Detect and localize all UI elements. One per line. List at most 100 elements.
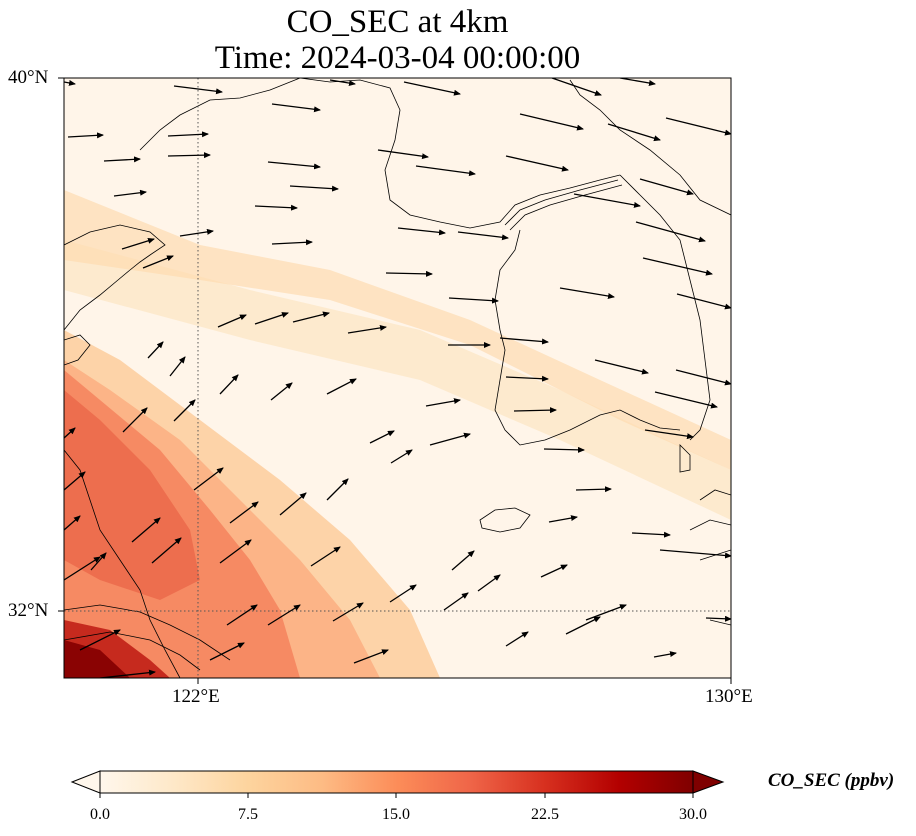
wind-arrow xyxy=(654,391,718,409)
co-concentration-field xyxy=(64,78,731,678)
colorbar-label: CO_SEC (ppbv) xyxy=(768,770,895,791)
colorbar-gradient xyxy=(99,770,694,794)
colorbar xyxy=(70,770,725,798)
wind-arrow xyxy=(209,642,245,661)
wind-arrow xyxy=(64,515,81,531)
wind-arrow xyxy=(326,478,349,501)
wind-arrow xyxy=(676,293,731,310)
wind-arrow xyxy=(548,515,578,523)
colorbar-tick-label-3: 22.5 xyxy=(531,806,559,823)
coastline-shandong xyxy=(64,224,166,331)
wind-arrow xyxy=(559,287,615,299)
wind-arrow xyxy=(271,103,321,113)
wind-arrow xyxy=(90,552,107,571)
wind-arrow xyxy=(179,228,214,237)
wind-arrow xyxy=(519,113,584,131)
coastline-korea-west-south xyxy=(494,229,681,446)
wind-arrow xyxy=(573,193,641,208)
wind-arrow xyxy=(415,165,476,177)
lon-label-122E: 122°E xyxy=(172,686,220,707)
wind-arrow xyxy=(377,149,429,160)
coastline-shandong-south xyxy=(64,334,91,366)
wind-arrow xyxy=(635,221,706,243)
wind-arrow xyxy=(167,131,209,138)
wind-arrow xyxy=(347,324,387,334)
wind-arrow xyxy=(267,604,301,626)
wind-arrow xyxy=(505,631,529,647)
wind-arrow xyxy=(326,378,357,395)
wind-arrow xyxy=(289,185,339,192)
wind-arrow xyxy=(585,604,627,621)
wind-arrow xyxy=(64,471,86,491)
wind-arrow xyxy=(99,669,156,678)
lat-label-32N: 32°N xyxy=(8,600,49,621)
wind-arrow xyxy=(167,152,211,159)
colorbar-tick-label-1: 7.5 xyxy=(238,806,258,823)
wind-arrow xyxy=(271,239,313,246)
wind-arrow xyxy=(226,604,258,626)
wind-arrow xyxy=(385,270,433,277)
wind-arrow xyxy=(254,204,298,211)
wind-arrow xyxy=(279,492,307,516)
coastline-jeju xyxy=(479,507,531,533)
wind-arrow xyxy=(642,257,713,276)
coastline-yangtze-south xyxy=(64,631,201,671)
coastline-tsushima xyxy=(679,444,691,473)
map-title-line-2: Time: 2024-03-04 00:00:00 xyxy=(214,40,581,76)
wind-arrow xyxy=(705,615,731,622)
field-band-weak-core xyxy=(64,190,731,470)
wind-arrow xyxy=(457,231,509,241)
wind-arrow xyxy=(448,297,499,304)
wind-arrow xyxy=(505,155,569,172)
wind-arrow xyxy=(403,81,461,96)
wind-arrow xyxy=(193,467,224,491)
wind-arrow xyxy=(332,602,364,622)
wind-arrow xyxy=(565,616,601,635)
field-band-strong-core xyxy=(64,390,200,600)
colorbar-tick-label-0: 0.0 xyxy=(90,806,110,823)
coastlines xyxy=(64,78,731,678)
coastline-kyushu xyxy=(689,489,731,626)
wind-arrow xyxy=(543,446,585,453)
wind-arrow xyxy=(113,189,147,197)
wind-arrow xyxy=(443,592,469,611)
wind-arrow xyxy=(397,227,446,236)
wind-vectors xyxy=(64,78,731,678)
wind-arrow xyxy=(619,78,656,86)
map-title-line-1: CO_SEC at 4km xyxy=(286,4,509,40)
wind-arrow xyxy=(653,651,677,658)
wind-arrow xyxy=(219,374,239,395)
wind-arrow xyxy=(644,429,694,440)
wind-arrow xyxy=(310,546,341,567)
wind-arrow xyxy=(665,117,731,136)
colorbar-extend-min xyxy=(70,770,101,794)
coastline-yangtze-north xyxy=(64,604,231,661)
field-band-weak-north xyxy=(64,150,731,520)
wind-arrow xyxy=(639,178,694,196)
wind-arrow xyxy=(513,407,557,414)
wind-arrow xyxy=(369,430,395,444)
wind-arrow xyxy=(64,79,76,86)
wind-arrow xyxy=(64,427,76,439)
wind-arrow xyxy=(540,564,568,578)
wind-arrow xyxy=(229,501,259,524)
wind-arrow xyxy=(451,550,475,571)
coastline-northeast xyxy=(569,79,731,216)
wind-arrow xyxy=(173,85,223,95)
wind-arrow xyxy=(103,156,141,163)
border-china-korea-2 xyxy=(509,184,623,231)
wind-arrow xyxy=(121,237,155,250)
wind-arrow xyxy=(575,486,612,493)
wind-arrow xyxy=(329,79,356,87)
wind-arrow xyxy=(292,311,330,323)
wind-arrow xyxy=(353,649,389,664)
wind-arrow xyxy=(267,161,321,170)
wind-arrow xyxy=(64,556,101,581)
border-china-korea-1 xyxy=(504,179,619,226)
wind-arrow xyxy=(219,539,252,564)
wind-arrow xyxy=(173,399,196,422)
wind-arrow xyxy=(505,375,549,382)
wind-arrow xyxy=(594,359,649,375)
wind-arrow xyxy=(270,382,293,401)
